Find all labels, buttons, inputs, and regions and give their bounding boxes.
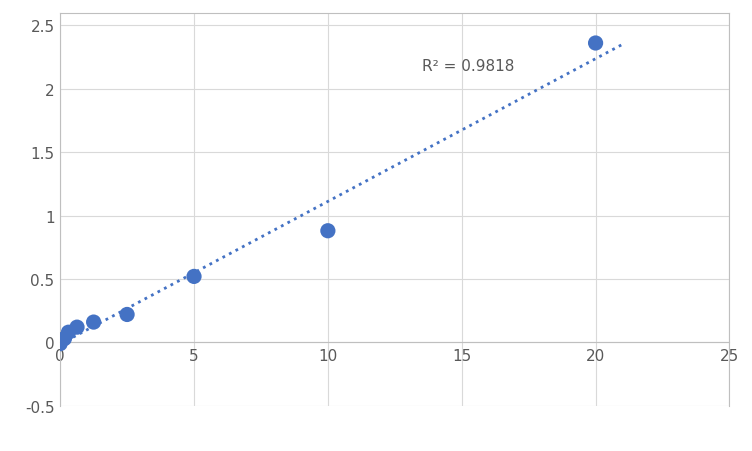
- Point: [71, 324, 83, 331]
- Point: [54, 340, 66, 347]
- Point: [188, 273, 200, 281]
- Point: [590, 40, 602, 47]
- Text: R² = 0.9818: R² = 0.9818: [422, 60, 514, 74]
- Point: [121, 311, 133, 318]
- Point: [322, 228, 334, 235]
- Point: [87, 319, 99, 326]
- Point: [59, 335, 71, 342]
- Point: [62, 329, 74, 336]
